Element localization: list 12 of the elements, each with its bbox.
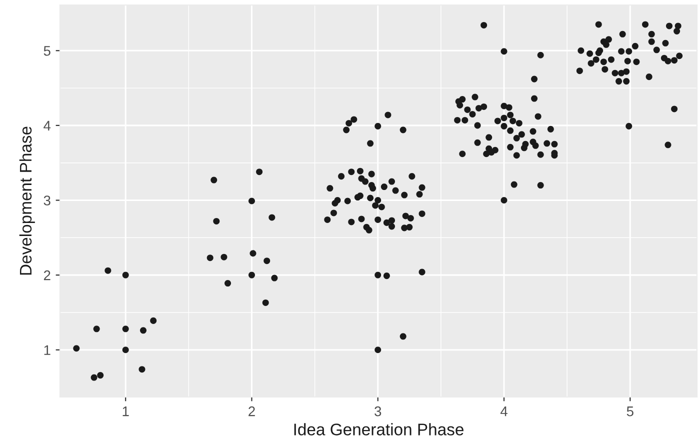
y-tick-label: 3: [44, 196, 50, 206]
y-tick-label: 5: [44, 46, 50, 56]
y-tick-label: 4: [44, 120, 51, 130]
x-tick-label: 5: [626, 406, 634, 416]
y-tick-label: 2: [44, 270, 50, 280]
x-tick-label: 1: [122, 406, 129, 416]
x-axis-title: Idea Generation Phase: [294, 423, 464, 436]
x-tick-label: 4: [500, 406, 508, 416]
y-axis-title: Development Phase: [19, 126, 35, 275]
x-tick-label: 2: [248, 406, 255, 416]
y-tick-label: 1: [44, 345, 50, 355]
x-tick-label: 3: [374, 406, 382, 416]
